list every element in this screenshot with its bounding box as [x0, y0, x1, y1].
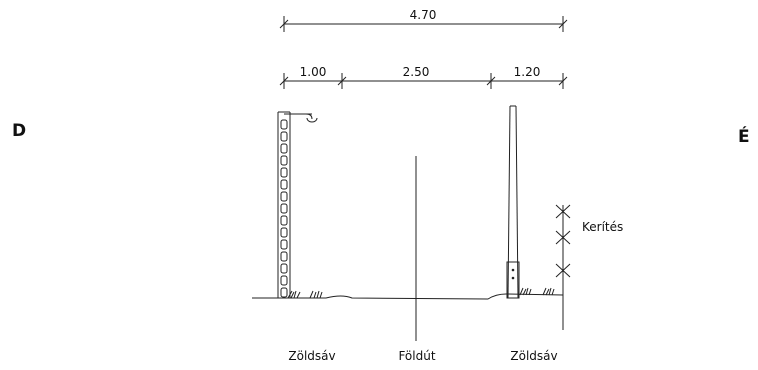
grass-tuft-icon	[519, 287, 532, 296]
grass-tuft-icon	[542, 287, 555, 296]
direction-right: É	[738, 125, 750, 147]
lattice-slot	[280, 191, 288, 202]
grass-tuft-icon	[287, 290, 301, 299]
green-strip-right-label: Zöldsáv	[510, 349, 557, 363]
fence-label: Kerítés	[582, 220, 623, 234]
lattice-slot	[280, 215, 288, 226]
lattice-slot	[280, 239, 288, 250]
green-strip-left-label: Zöldsáv	[288, 349, 335, 363]
lattice-slot	[280, 131, 288, 142]
lamp-pole-lattice	[280, 119, 288, 298]
direction-left: D	[12, 121, 26, 141]
lattice-slot	[280, 167, 288, 178]
lattice-slot	[280, 287, 288, 298]
utility-pole-icon	[506, 105, 520, 299]
total-dimension: 4.70	[279, 8, 568, 32]
ground-profile	[252, 293, 564, 300]
lattice-slot	[280, 119, 288, 130]
lattice-slot	[280, 263, 288, 274]
lattice-slot	[280, 143, 288, 154]
segment-dimensions: 1.00 2.50 1.20	[279, 65, 568, 89]
lattice-slot	[280, 227, 288, 238]
lamp-pole-icon	[277, 111, 318, 298]
lattice-slot	[280, 203, 288, 214]
dirt-road-label: Földút	[398, 349, 435, 363]
lattice-slot	[280, 275, 288, 286]
segment-right-label: 1.20	[514, 65, 541, 79]
lattice-slot	[280, 251, 288, 262]
segment-middle-label: 2.50	[403, 65, 430, 79]
lattice-slot	[280, 155, 288, 166]
lattice-slot	[280, 179, 288, 190]
segment-left-label: 1.00	[300, 65, 327, 79]
total-dimension-label: 4.70	[410, 8, 437, 22]
fence-icon	[555, 204, 571, 330]
grass-tuft-icon	[309, 290, 323, 299]
